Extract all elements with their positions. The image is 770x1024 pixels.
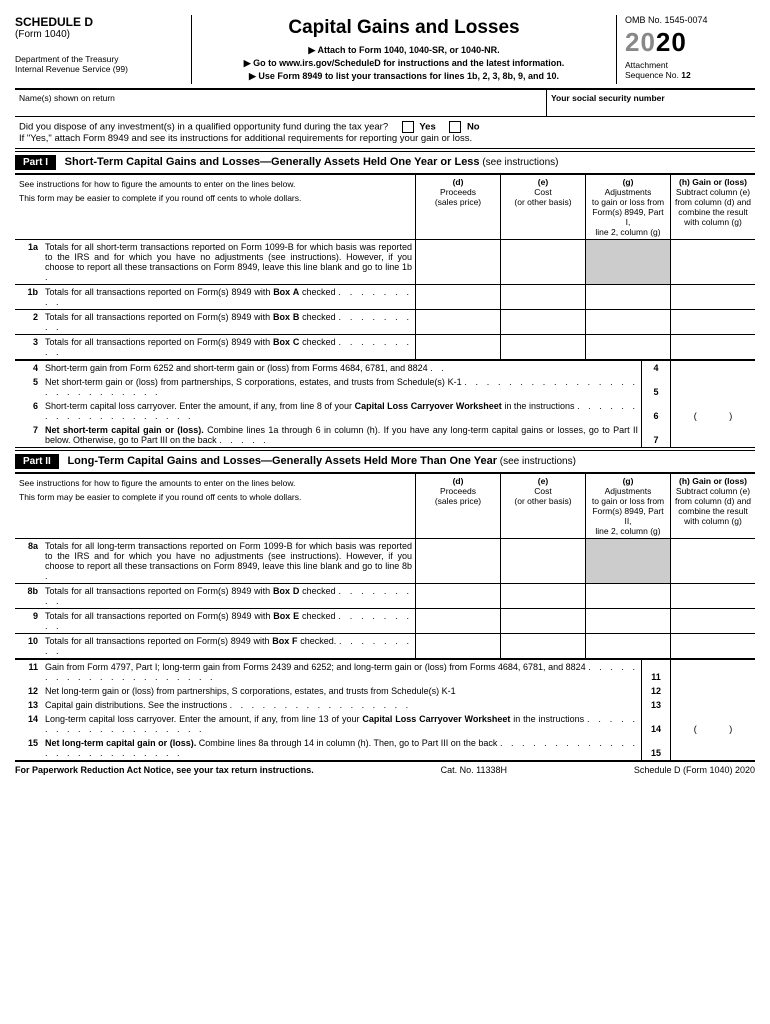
p1-intro-2: This form may be easier to complete if y… [19,193,411,203]
omb-number: OMB No. 1545-0074 [625,15,755,25]
line-13: 13 Capital gain distributions. See the i… [15,698,755,712]
page-footer: For Paperwork Reduction Act Notice, see … [15,761,755,775]
footer-right: Schedule D (Form 1040) 2020 [634,765,755,775]
line-14: 14 Long-term capital loss carryover. Ent… [15,712,755,736]
part-1-title: Short-Term Capital Gains and Losses—Gene… [65,156,559,168]
line-9: 9 Totals for all transactions reported o… [15,609,755,634]
form-title: Capital Gains and Losses [200,17,608,39]
attach-instruction: ▶ Attach to Form 1040, 1040-SR, or 1040-… [200,45,608,56]
form-header: SCHEDULE D (Form 1040) Department of the… [15,15,755,90]
form-number: (Form 1040) [15,29,185,40]
name-ssn-row: Name(s) shown on return Your social secu… [15,90,755,117]
col-g-header: (g)Adjustmentsto gain or loss fromForm(s… [586,175,671,240]
line-1a-e[interactable] [501,240,586,285]
part-2-title: Long-Term Capital Gains and Losses—Gener… [67,455,575,467]
footer-center: Cat. No. 11338H [441,765,507,775]
line-8a: 8a Totals for all long-term transactions… [15,539,755,584]
part-2-header: Part II Long-Term Capital Gains and Loss… [15,450,755,473]
part-2-badge: Part II [15,454,59,469]
question-text-1: Did you dispose of any investment(s) in … [19,122,388,133]
line-3: 3 Totals for all transactions reported o… [15,335,755,360]
attach-seq-2: Sequence No. 12 [625,70,755,80]
part-1-badge: Part I [15,155,56,170]
dept-2: Internal Revenue Service (99) [15,64,185,74]
part-2-summary: 11 Gain from Form 4797, Part I; long-ter… [15,659,755,761]
line-2: 2 Totals for all transactions reported o… [15,310,755,335]
col-d-header: (d)Proceeds(sales price) [416,175,501,240]
line-7: 7 Net short-term capital gain or (loss).… [15,423,755,448]
ssn-field[interactable]: Your social security number [546,90,755,116]
line-1a-g [586,240,671,285]
line-10: 10 Totals for all transactions reported … [15,634,755,659]
opportunity-fund-question: Did you dispose of any investment(s) in … [15,117,755,149]
part-1-table: See instructions for how to figure the a… [15,174,755,360]
line-1a: 1a Totals for all short-term transaction… [15,240,755,285]
yes-checkbox[interactable] [402,121,414,133]
p1-intro-1: See instructions for how to figure the a… [19,179,411,189]
attach-seq-1: Attachment [625,60,755,70]
tax-year: 2020 [625,27,755,58]
line-1b: 1b Totals for all transactions reported … [15,285,755,310]
line-15: 15 Net long-term capital gain or (loss).… [15,736,755,761]
schedule-label: SCHEDULE D [15,15,185,29]
col-h-header: (h) Gain or (loss)Subtract column (e)fro… [671,175,756,240]
line-12: 12 Net long-term gain or (loss) from par… [15,684,755,698]
no-checkbox[interactable] [449,121,461,133]
footer-left: For Paperwork Reduction Act Notice, see … [15,765,314,775]
p2-intro-1: See instructions for how to figure the a… [19,478,411,488]
dept-1: Department of the Treasury [15,54,185,64]
col-e-header: (e)Cost(or other basis) [501,175,586,240]
goto-instruction: ▶ Go to www.irs.gov/ScheduleD for instru… [200,58,608,69]
part-2-table: See instructions for how to figure the a… [15,473,755,659]
line-4: 4 Short-term gain from Form 6252 and sho… [15,361,755,376]
use-instruction: ▶ Use Form 8949 to list your transaction… [200,71,608,82]
line-5: 5 Net short-term gain or (loss) from par… [15,375,755,399]
line-1a-d[interactable] [416,240,501,285]
line-6: 6 Short-term capital loss carryover. Ent… [15,399,755,423]
part-1-header: Part I Short-Term Capital Gains and Loss… [15,151,755,174]
line-8b: 8b Totals for all transactions reported … [15,584,755,609]
names-field[interactable]: Name(s) shown on return [15,90,546,116]
line-11: 11 Gain from Form 4797, Part I; long-ter… [15,660,755,685]
p2-intro-2: This form may be easier to complete if y… [19,492,411,502]
part-1-summary: 4 Short-term gain from Form 6252 and sho… [15,360,755,448]
line-1a-h[interactable] [671,240,756,285]
question-text-2: If "Yes," attach Form 8949 and see its i… [19,133,472,144]
